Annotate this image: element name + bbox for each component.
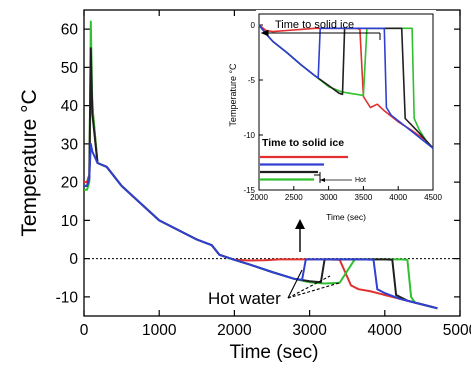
inset-x-tick-label: 3500	[355, 193, 373, 202]
main-x-tick-label: 0	[80, 322, 89, 339]
inset-y-tick-label: -5	[248, 76, 256, 85]
inset-axis-ticks: 2000 2500 3000 3500 4000 4500 -15 -10 -5 0	[243, 21, 442, 202]
inset-series-lines	[258, 24, 434, 149]
inset-legend-hot-arrowhead	[320, 178, 325, 182]
main-y-tick-label: -10	[56, 289, 79, 306]
inset-x-tick-label: 3000	[320, 193, 338, 202]
inset-plot-frame	[258, 13, 434, 191]
main-x-tick-label: 5000	[443, 322, 471, 339]
main-y-tick-label: 10	[61, 213, 79, 230]
main-x-tick-label: 4000	[368, 322, 403, 339]
main-x-tick-label: 3000	[292, 322, 327, 339]
inset-y-tick-label: -10	[243, 131, 255, 140]
hot-water-arrows	[287, 269, 340, 299]
main-y-tick-label: 60	[61, 22, 79, 39]
inset-y-tick-label: -15	[243, 186, 255, 195]
inset-y-tick-label: 0	[251, 21, 256, 30]
main-series-line-3	[84, 142, 438, 310]
main-y-tick-label: 50	[61, 60, 79, 77]
main-series-lines	[84, 20, 438, 310]
inset-legend	[260, 155, 352, 183]
main-y-tick-label: 0	[69, 251, 78, 268]
main-y-tick-label: 30	[61, 136, 79, 153]
main-x-tick-label: 2000	[217, 322, 252, 339]
inset-legend-hot-label: Hot	[355, 177, 366, 184]
inset-x-tick-label: 2500	[285, 193, 303, 202]
main-y-axis-label: Temperature °C	[18, 89, 41, 236]
main-x-tick-label: 1000	[142, 322, 177, 339]
inset-annotation-arrow	[260, 29, 381, 40]
main-x-axis-label: Time (sec)	[229, 342, 318, 363]
inset-series-line-3	[258, 24, 434, 149]
hot-water-annotation: Hot water	[208, 289, 281, 308]
inset-x-tick-label: 2000	[250, 193, 268, 202]
inset-x-tick-label: 4500	[424, 193, 442, 202]
inset-y-axis-label: Temperature °C	[228, 63, 238, 127]
inset-x-axis-label: Time (sec)	[326, 212, 366, 222]
inset-x-tick-label: 4000	[389, 193, 407, 202]
inset-background	[256, 10, 436, 204]
main-y-tick-label: 20	[61, 175, 79, 192]
inset-time-to-solid-ice-annotation: Time to solid ice	[275, 19, 354, 31]
main-y-tick-label: 40	[61, 98, 79, 115]
zoom-arrow	[295, 219, 305, 252]
inset-legend-title: Time to solid ice	[262, 137, 344, 149]
